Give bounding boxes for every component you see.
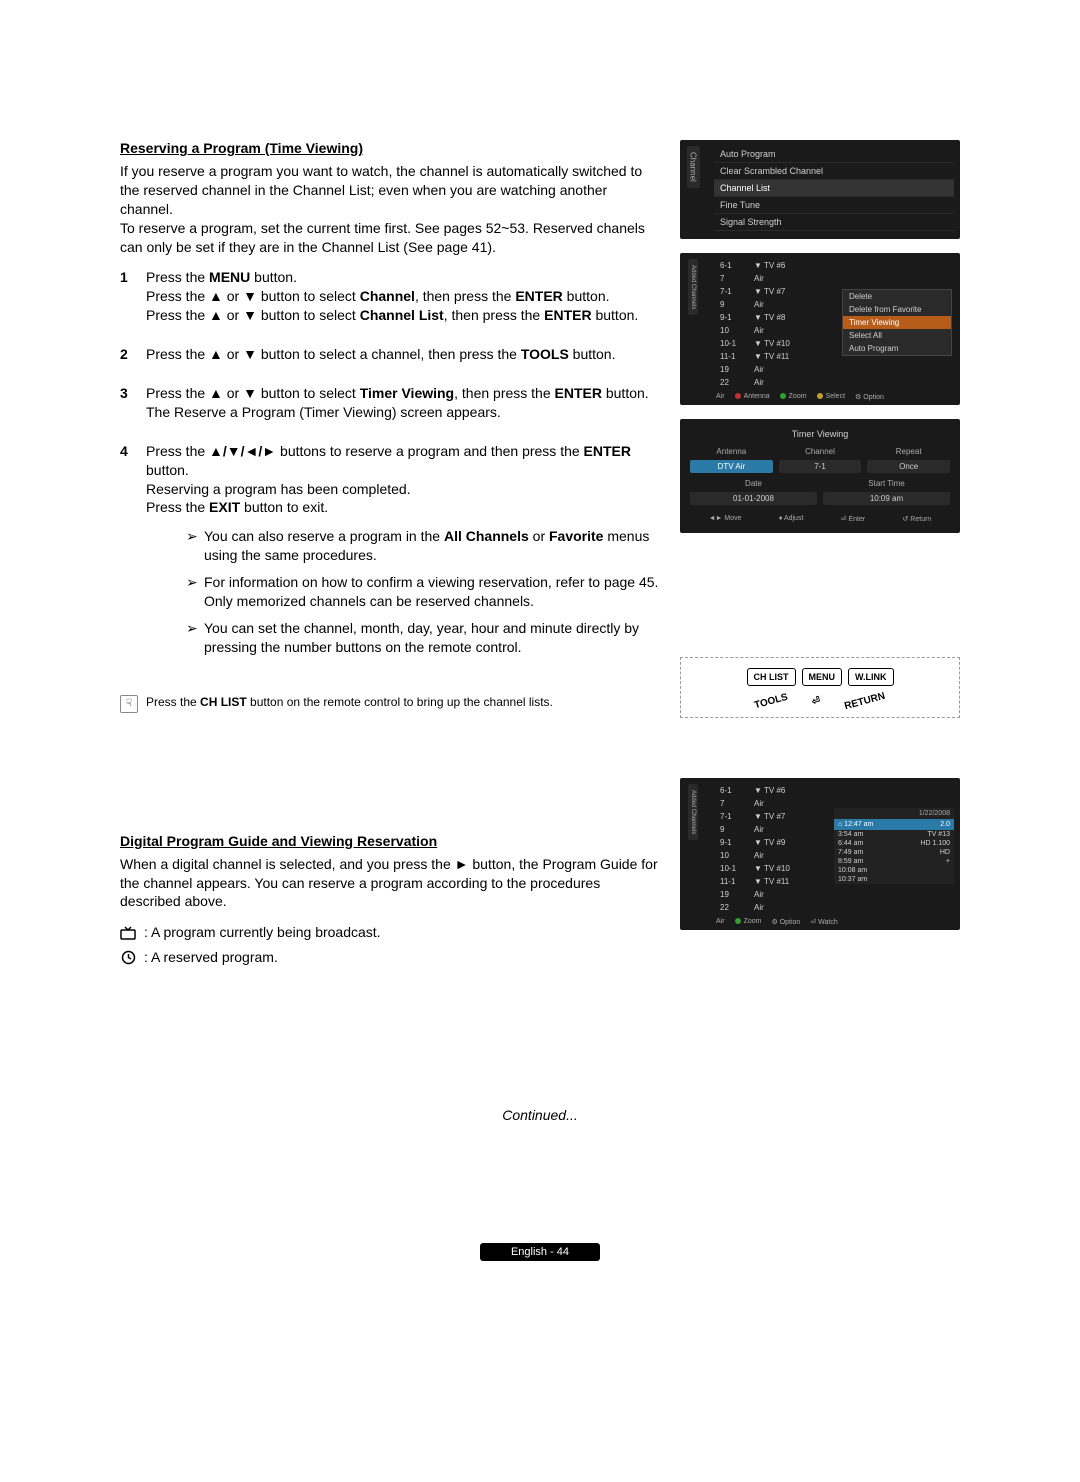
hint-item: ⏎ Enter [841,515,866,523]
step-number: 3 [120,384,134,422]
legend-item: Antenna [735,393,770,401]
hint-item: ↺ Return [902,515,931,523]
tools-button-icon: TOOLS [753,692,789,711]
channel-row[interactable]: 7Air [714,272,954,285]
tools-menu-item[interactable]: Timer Viewing [843,316,951,329]
guide-row[interactable]: 10:37 am [834,875,954,884]
section-title: Digital Program Guide and Viewing Reserv… [120,833,660,849]
timer-date[interactable]: 01-01-2008 [690,492,817,505]
guide-row[interactable]: 10:08 am [834,866,954,875]
step-body: Press the MENU button.Press the ▲ or ▼ b… [146,268,660,325]
remote-button: CH LIST [747,668,796,686]
legend-item: Select [817,393,845,401]
channel-row[interactable]: 9Air [714,823,835,836]
channel-row[interactable]: 22Air [714,901,835,914]
timer-start-time[interactable]: 10:09 am [823,492,950,505]
remote-hand-icon: ☟ [120,695,138,713]
osd-timer-viewing: Timer Viewing Antenna Channel Repeat DTV… [680,419,960,533]
channel-row[interactable]: 22Air [714,376,954,389]
tip-row: ☟ Press the CH LIST button on the remote… [120,695,660,713]
step-number: 2 [120,345,134,364]
enter-button-icon: ⏎ [811,695,822,708]
hint-item: ◄► Move [709,515,742,523]
note-item: For information on how to confirm a view… [186,573,660,611]
tools-menu-item[interactable]: Delete from Favorite [843,303,951,316]
hint-item: ♦ Adjust [779,515,804,523]
osd-channel-menu: Channel Auto ProgramClear Scrambled Chan… [680,140,960,239]
channel-row[interactable]: 7Air [714,797,835,810]
legend-item: ⏎ Watch [810,918,837,926]
guide-row[interactable]: 8:59 am+ [834,857,954,866]
channel-row[interactable]: 19Air [714,888,835,901]
step-body: Press the ▲ or ▼ button to select Timer … [146,384,660,422]
guide-row[interactable]: 6:44 amHD 1.100 [834,839,954,848]
channel-row[interactable]: 10Air [714,849,835,862]
tools-menu-item[interactable]: Delete [843,290,951,303]
note-item: You can also reserve a program in the Al… [186,527,660,565]
osd-channel-list: Added Channels 6-1▼ TV #67Air7-1▼ TV #79… [680,253,960,405]
instruction-step: 4Press the ▲/▼/◄/► buttons to reserve a … [120,442,660,665]
channel-row[interactable]: 7-1▼ TV #7 [714,810,835,823]
tools-popup: DeleteDelete from FavoriteTimer ViewingS… [842,289,952,356]
channel-row[interactable]: 19Air [714,363,954,376]
instruction-step: 3 Press the ▲ or ▼ button to select Timer… [120,384,660,422]
legend-item: ⚙ Option [771,918,800,926]
timer-channel[interactable]: 7-1 [779,460,862,473]
channel-row[interactable]: 11-1▼ TV #11 [714,875,835,888]
step-number: 4 [120,442,134,665]
guide-row[interactable]: 7:49 amHD [834,848,954,857]
instruction-step: 1Press the MENU button.Press the ▲ or ▼ … [120,268,660,325]
legend-row: : A reserved program. [120,948,660,967]
remote-button: W.LINK [848,668,894,686]
page-footer: English - 44 [480,1243,600,1261]
instruction-step: 2 Press the ▲ or ▼ button to select a cha… [120,345,660,364]
legend-item: ⚙ Option [855,393,884,401]
intro-text: If you reserve a program you want to wat… [120,162,660,256]
menu-item[interactable]: Clear Scrambled Channel [714,163,954,180]
continued-text: Continued... [120,1107,960,1123]
osd-program-guide: Added Channels 6-1▼ TV #67Air7-1▼ TV #79… [680,778,960,930]
legend-item: Zoom [780,393,807,401]
channel-row[interactable]: 10-1▼ TV #10 [714,862,835,875]
channel-row[interactable]: 9-1▼ TV #9 [714,836,835,849]
section-title: Reserving a Program (Time Viewing) [120,140,660,156]
program-guide-popup: 1/22/2008 ⌂ 12:47 am 2.0 3:54 amTV #136:… [834,808,954,884]
channel-row[interactable]: 6-1▼ TV #6 [714,784,835,797]
step-body: Press the ▲/▼/◄/► buttons to reserve a p… [146,442,660,665]
note-item: You can set the channel, month, day, yea… [186,619,660,657]
clock-icon [120,950,136,966]
timer-repeat[interactable]: Once [867,460,950,473]
tip-text: Press the CH LIST button on the remote c… [146,695,553,709]
note-list: You can also reserve a program in the Al… [146,527,660,656]
menu-item[interactable]: Channel List [714,180,954,197]
menu-item[interactable]: Auto Program [714,146,954,163]
menu-item[interactable]: Signal Strength [714,214,954,231]
tools-menu-item[interactable]: Select All [843,329,951,342]
intro-text: When a digital channel is selected, and … [120,855,660,912]
step-body: Press the ▲ or ▼ button to select a chan… [146,345,660,364]
legend-item: Zoom [735,918,762,926]
tv-icon [120,925,136,941]
remote-button: MENU [802,668,843,686]
guide-row[interactable]: 3:54 amTV #13 [834,830,954,839]
legend-row: : A program currently being broadcast. [120,923,660,942]
remote-diagram: CH LIST MENU W.LINK TOOLS ⏎ RETURN [680,657,960,718]
timer-antenna[interactable]: DTV Air [690,460,773,473]
channel-row[interactable]: 6-1▼ TV #6 [714,259,954,272]
menu-item[interactable]: Fine Tune [714,197,954,214]
step-number: 1 [120,268,134,325]
tools-menu-item[interactable]: Auto Program [843,342,951,355]
return-button-icon: RETURN [844,691,887,712]
